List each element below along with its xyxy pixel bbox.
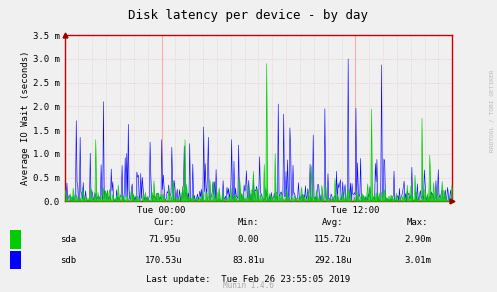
Text: 115.72u: 115.72u — [314, 235, 352, 244]
Text: 292.18u: 292.18u — [314, 256, 352, 265]
Text: 0.00: 0.00 — [238, 235, 259, 244]
FancyBboxPatch shape — [10, 230, 21, 248]
Text: 83.81u: 83.81u — [233, 256, 264, 265]
Y-axis label: Average IO Wait (seconds): Average IO Wait (seconds) — [21, 51, 30, 185]
Text: Disk latency per device - by day: Disk latency per device - by day — [129, 9, 368, 22]
Text: Avg:: Avg: — [322, 218, 344, 227]
FancyBboxPatch shape — [10, 251, 21, 269]
Text: 3.01m: 3.01m — [404, 256, 431, 265]
Text: Munin 1.4.6: Munin 1.4.6 — [223, 281, 274, 290]
Text: 71.95u: 71.95u — [148, 235, 180, 244]
Text: 2.90m: 2.90m — [404, 235, 431, 244]
Text: Min:: Min: — [238, 218, 259, 227]
Text: 170.53u: 170.53u — [145, 256, 183, 265]
Text: sda: sda — [60, 235, 76, 244]
Text: sdb: sdb — [60, 256, 76, 265]
Text: Cur:: Cur: — [153, 218, 175, 227]
Text: Max:: Max: — [407, 218, 428, 227]
Text: RRDTOOL / TOBI OETIKER: RRDTOOL / TOBI OETIKER — [490, 70, 495, 152]
Text: Last update:  Tue Feb 26 23:55:05 2019: Last update: Tue Feb 26 23:55:05 2019 — [147, 275, 350, 284]
